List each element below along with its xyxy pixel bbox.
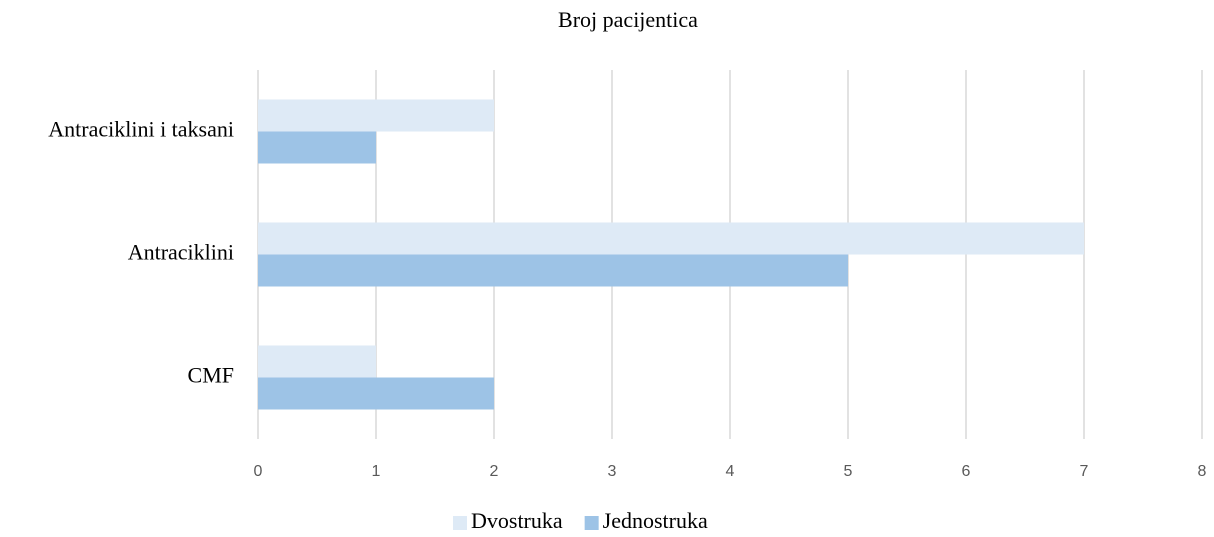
legend-label: Dvostruka bbox=[471, 508, 563, 533]
bar bbox=[258, 222, 1084, 255]
y-tick-label: Antraciklini i taksani bbox=[48, 117, 234, 142]
x-tick-label: 3 bbox=[608, 463, 617, 480]
x-tick-label: 5 bbox=[844, 463, 853, 480]
legend-swatch bbox=[584, 516, 599, 530]
bar bbox=[258, 254, 848, 287]
x-tick-label: 6 bbox=[962, 463, 971, 480]
x-tick-label: 4 bbox=[726, 463, 735, 480]
bar bbox=[258, 345, 376, 378]
bar bbox=[258, 131, 376, 164]
legend-label: Jednostruka bbox=[603, 508, 708, 533]
bar bbox=[258, 377, 494, 410]
x-tick-label: 1 bbox=[372, 463, 381, 480]
legend-swatch bbox=[453, 516, 467, 530]
x-tick-label: 2 bbox=[490, 463, 499, 480]
y-tick-label: CMF bbox=[188, 363, 234, 388]
x-tick-label: 8 bbox=[1198, 463, 1207, 480]
chart-title: Broj pacijentica bbox=[558, 7, 698, 32]
x-tick-label: 7 bbox=[1080, 463, 1089, 480]
y-tick-label: Antraciklini bbox=[128, 240, 234, 265]
bar bbox=[258, 99, 494, 132]
x-tick-label: 0 bbox=[254, 463, 263, 480]
